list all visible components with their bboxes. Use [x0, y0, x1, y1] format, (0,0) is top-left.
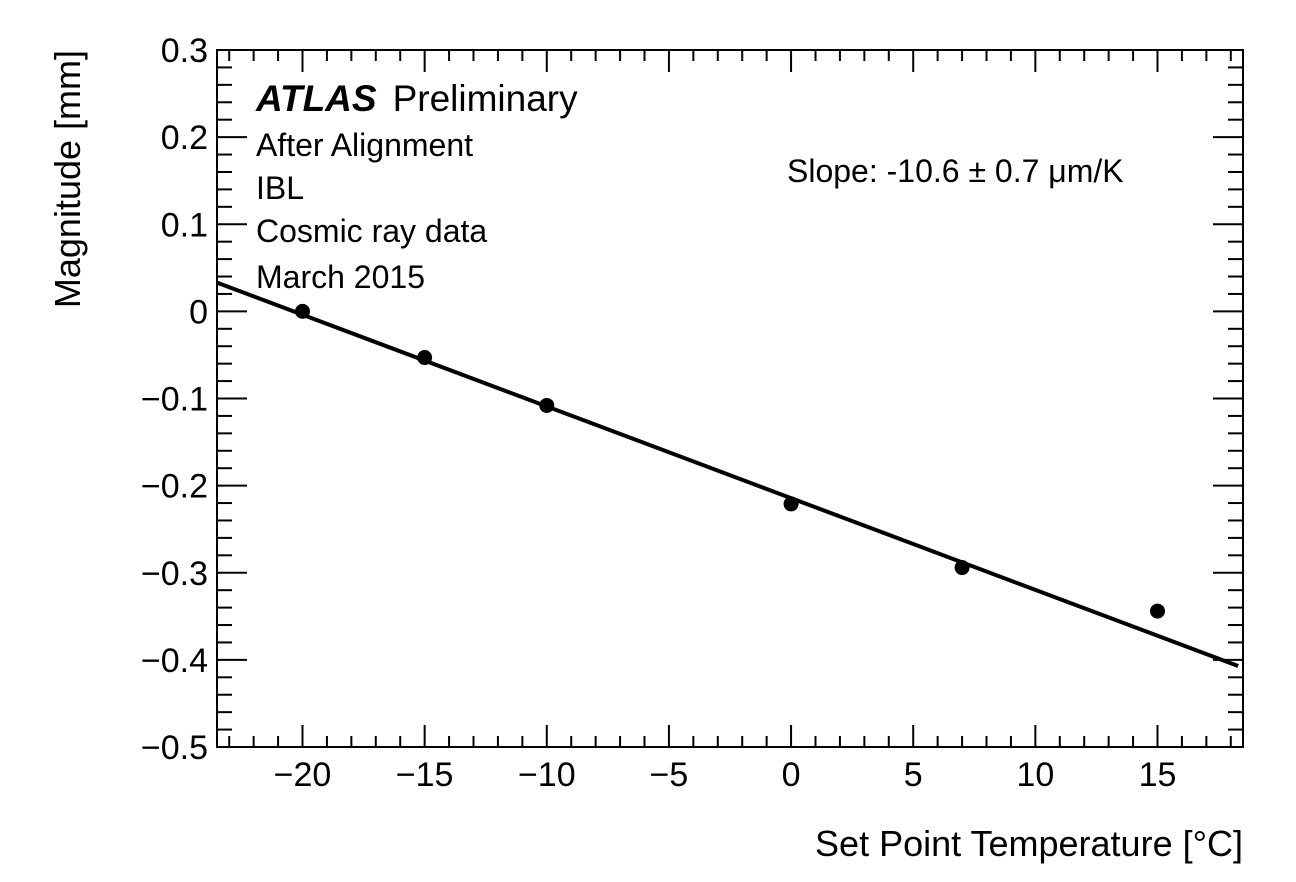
x-tick-label: −15	[396, 756, 454, 794]
y-tick-label: 0	[189, 293, 208, 331]
data-point	[295, 303, 310, 319]
tick-labels: −20 −15 −10 −5 0 5 10 15 0.3 0.2 0.1 0 −0.1 −0.2 −0.3 −…	[141, 32, 1177, 794]
data-points	[295, 303, 1165, 619]
annotation-after-alignment: After Alignment	[256, 127, 473, 163]
y-tick-label: 0.2	[161, 119, 208, 157]
atlas-logo-text: ATLAS	[255, 78, 377, 119]
axis-ticks	[217, 49, 1243, 748]
y-tick-label: −0.4	[141, 642, 208, 680]
x-tick-label: −20	[274, 756, 332, 794]
preliminary-text: Preliminary	[393, 78, 579, 119]
y-tick-label: −0.2	[141, 468, 208, 506]
data-point	[954, 560, 970, 576]
x-tick-label: 10	[1016, 756, 1054, 794]
y-tick-label: 0.1	[161, 206, 208, 244]
x-tick-label: −10	[518, 756, 576, 794]
atlas-label: ATLAS Preliminary	[255, 78, 578, 119]
annotation-ibl: IBL	[256, 170, 304, 206]
annotation-date: March 2015	[256, 259, 425, 295]
data-point	[783, 496, 799, 512]
slope-annotation: Slope: -10.6 ± 0.7 μm/K	[787, 153, 1124, 189]
data-point	[539, 397, 555, 413]
data-point	[1150, 603, 1165, 619]
y-tick-label: −0.3	[141, 555, 208, 593]
y-axis-title: Magnitude [mm]	[47, 50, 88, 308]
data-point	[417, 350, 433, 366]
x-tick-label: 15	[1139, 756, 1177, 794]
fit-line	[216, 280, 1239, 668]
x-axis-title: Set Point Temperature [°C]	[815, 823, 1243, 864]
y-tick-label: 0.3	[161, 32, 208, 70]
y-tick-label: −0.5	[141, 729, 208, 767]
x-tick-label: −5	[650, 756, 689, 794]
x-tick-label: 0	[782, 756, 801, 794]
x-tick-label: 5	[904, 756, 923, 794]
annotation-data-type: Cosmic ray data	[256, 213, 487, 249]
y-tick-label: −0.1	[141, 381, 208, 419]
